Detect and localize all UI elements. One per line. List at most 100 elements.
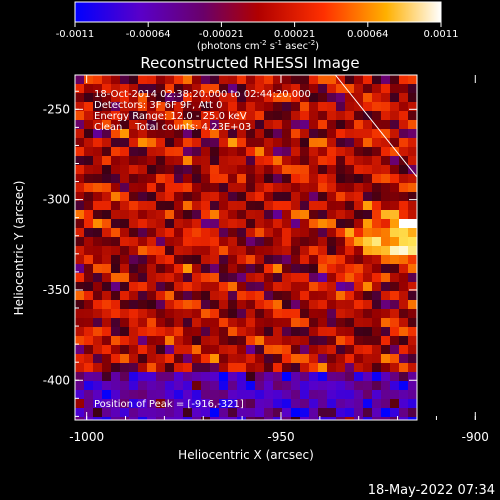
heatmap-cell: [246, 309, 256, 319]
heatmap-cell: [183, 336, 193, 346]
heatmap-cell: [147, 120, 157, 130]
heatmap-cell: [210, 300, 220, 310]
heatmap-cell: [372, 156, 382, 166]
heatmap-cell: [264, 165, 274, 175]
heatmap-cell: [147, 129, 157, 139]
heatmap-cell: [192, 174, 202, 184]
heatmap-cell: [408, 174, 417, 184]
heatmap-cell: [273, 273, 283, 283]
heatmap-cell: [336, 210, 346, 220]
heatmap-cell: [102, 201, 112, 211]
heatmap-cell: [408, 138, 417, 148]
colorbar-tick-label: 0.00021: [274, 29, 315, 40]
heatmap-cell: [210, 390, 220, 400]
heatmap-cell: [408, 237, 417, 247]
heatmap-cell: [183, 84, 193, 94]
heatmap-cell: [381, 354, 391, 364]
heatmap-cell: [84, 354, 94, 364]
heatmap-cell: [165, 345, 175, 355]
heatmap-cell: [255, 264, 265, 274]
heatmap-cell: [309, 417, 319, 420]
heatmap-cell: [327, 273, 337, 283]
heatmap-cell: [327, 417, 337, 420]
heatmap-cell: [129, 264, 139, 274]
heatmap-cell: [273, 327, 283, 337]
heatmap-cell: [93, 219, 103, 229]
heatmap-cell: [255, 129, 265, 139]
heatmap-cell: [282, 129, 292, 139]
heatmap-cell: [210, 363, 220, 373]
heatmap-cell: [291, 201, 301, 211]
heatmap-cell: [363, 291, 373, 301]
heatmap-cell: [327, 237, 337, 247]
heatmap-cell: [102, 147, 112, 157]
heatmap-cell: [138, 309, 148, 319]
heatmap-cell: [156, 84, 166, 94]
heatmap-cell: [174, 399, 184, 409]
heatmap-cell: [381, 390, 391, 400]
heatmap-cell: [246, 300, 256, 310]
heatmap-cell: [345, 228, 355, 238]
heatmap-cell: [228, 84, 238, 94]
heatmap-cell: [300, 300, 310, 310]
heatmap-cell: [192, 282, 202, 292]
heatmap-cell: [336, 318, 346, 328]
heatmap-cell: [246, 75, 256, 85]
heatmap-cell: [75, 309, 85, 319]
heatmap-cell: [237, 372, 247, 382]
heatmap-cell: [111, 93, 121, 103]
heatmap-cell: [210, 336, 220, 346]
heatmap-cell: [372, 147, 382, 157]
heatmap-cell: [399, 399, 409, 409]
heatmap-cell: [354, 246, 364, 256]
heatmap-cell: [228, 192, 238, 202]
heatmap-cell: [75, 399, 85, 409]
heatmap-cell: [327, 120, 337, 130]
heatmap-cell: [399, 210, 409, 220]
heatmap-cell: [210, 129, 220, 139]
heatmap-cell: [129, 192, 139, 202]
heatmap-cell: [372, 354, 382, 364]
heatmap-cell: [282, 390, 292, 400]
heatmap-cell: [192, 156, 202, 166]
heatmap-cell: [345, 93, 355, 103]
heatmap-cell: [300, 246, 310, 256]
heatmap-cell: [165, 228, 175, 238]
heatmap-cell: [183, 264, 193, 274]
heatmap-cell: [147, 102, 157, 112]
heatmap-cell: [273, 318, 283, 328]
heatmap-cell: [255, 327, 265, 337]
heatmap-cell: [192, 264, 202, 274]
heatmap-cell: [354, 210, 364, 220]
heatmap-cell: [129, 147, 139, 157]
heatmap-cell: [336, 111, 346, 121]
heatmap-cell: [408, 354, 417, 364]
x-tick-label: -900: [462, 430, 489, 444]
heatmap-cell: [147, 318, 157, 328]
heatmap-cell: [192, 147, 202, 157]
heatmap-cell: [318, 336, 328, 346]
heatmap-cell: [156, 228, 166, 238]
heatmap-cell: [273, 309, 283, 319]
heatmap-cell: [399, 336, 409, 346]
heatmap-cell: [264, 300, 274, 310]
heatmap-cell: [75, 84, 85, 94]
heatmap-cell: [219, 84, 229, 94]
heatmap-cell: [399, 417, 409, 420]
heatmap-cell: [156, 93, 166, 103]
heatmap-cell: [291, 174, 301, 184]
heatmap-cell: [300, 147, 310, 157]
heatmap-cell: [138, 354, 148, 364]
heatmap-cell: [156, 210, 166, 220]
heatmap-cell: [228, 111, 238, 121]
heatmap-cell: [363, 237, 373, 247]
heatmap-cell: [84, 210, 94, 220]
heatmap-cell: [327, 408, 337, 418]
heatmap-cell: [111, 309, 121, 319]
heatmap-cell: [201, 138, 211, 148]
heatmap-cell: [165, 327, 175, 337]
heatmap-cell: [291, 345, 301, 355]
heatmap-cell: [291, 318, 301, 328]
heatmap-cell: [111, 417, 121, 420]
heatmap-cell: [318, 201, 328, 211]
